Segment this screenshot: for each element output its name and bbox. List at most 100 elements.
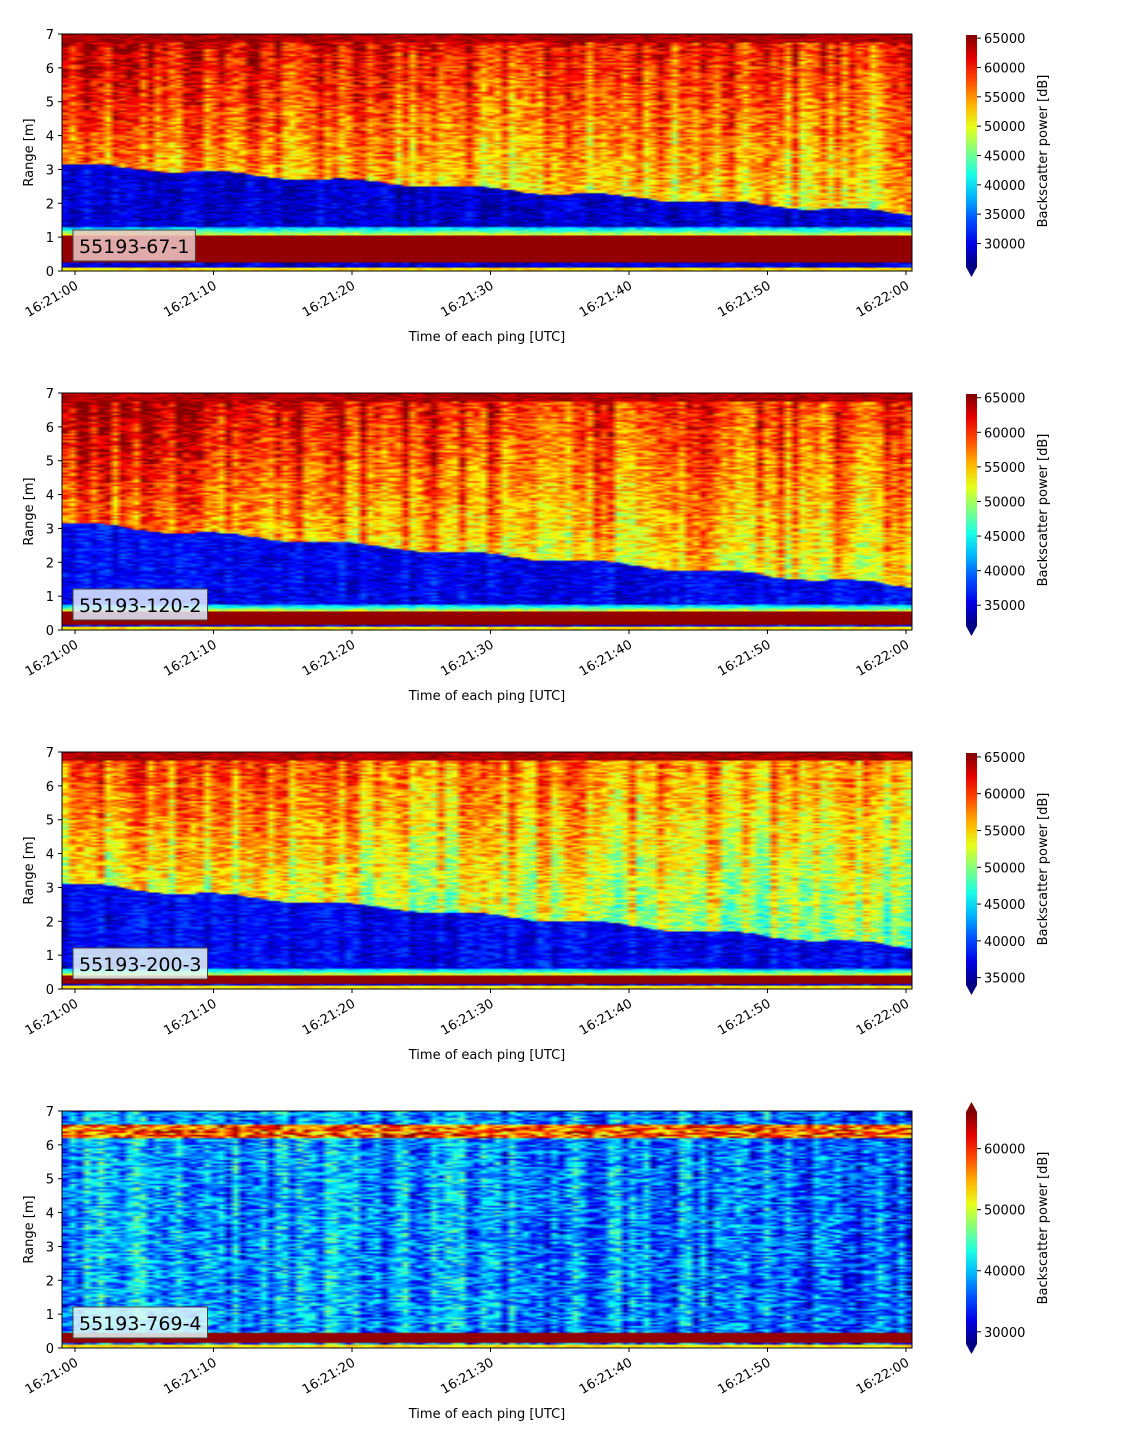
y-tick-label: 0 [46, 983, 54, 998]
x-tick-label: 16:21:50 [715, 996, 773, 1038]
colorbar-label: Backscatter power [dB] [1036, 793, 1051, 946]
y-tick-label: 5 [46, 455, 54, 470]
panel-label-text: 55193-769-4 [79, 1313, 202, 1335]
x-axis-label: Time of each ping [UTC] [408, 1407, 566, 1422]
colorbar-tick-label: 60000 [984, 788, 1025, 803]
echogram-panel-4: 0 1 2 3 4 5 6 7 Range [m] 16:21:00 16:21:10 16:21:2… [22, 1102, 1051, 1422]
x-tick-label: 16:21:10 [161, 1355, 219, 1397]
colorbar: 30000 35000 40000 45000 50000 55000 60000 65000… [966, 32, 1051, 277]
y-tick-label: 4 [46, 489, 54, 504]
x-tick-label: 16:21:50 [715, 1355, 773, 1397]
y-tick-label: 5 [46, 96, 54, 111]
panel-label-text: 55193-120-2 [79, 595, 202, 617]
x-tick-label: 16:21:30 [438, 1355, 496, 1397]
colorbar-tick-label: 55000 [984, 461, 1025, 476]
echogram-heatmap [62, 34, 912, 271]
y-tick-label: 0 [46, 624, 54, 639]
y-axis-label: Range [m] [22, 118, 37, 186]
colorbar-label: Backscatter power [dB] [1036, 434, 1051, 587]
y-tick-label: 1 [46, 1308, 54, 1323]
x-tick-label: 16:21:40 [577, 1355, 635, 1397]
x-tick-label: 16:22:00 [854, 278, 912, 320]
x-tick-label: 16:21:50 [715, 278, 773, 320]
colorbar-extend-min [966, 626, 977, 636]
x-tick-label: 16:21:10 [161, 637, 219, 679]
y-tick-label: 6 [46, 421, 54, 436]
echogram-panel-3: 0 1 2 3 4 5 6 7 Range [m] 16:21:00 16:21:10 16:21:2… [22, 746, 1051, 1063]
y-axis-label: Range [m] [22, 1195, 37, 1263]
y-tick-label: 5 [46, 814, 54, 829]
y-tick-label: 6 [46, 62, 54, 77]
x-axis-label: Time of each ping [UTC] [408, 330, 566, 345]
y-tick-label: 2 [46, 556, 54, 571]
colorbar-gradient [966, 753, 977, 985]
plot-frame [61, 1110, 913, 1349]
panel-label-box [72, 588, 209, 621]
colorbar-tick-label: 60000 [984, 61, 1025, 76]
panel-label: 55193-120-2 [72, 588, 209, 621]
x-tick-label: 16:21:20 [300, 996, 358, 1038]
colorbar-tick-label: 65000 [984, 392, 1025, 407]
x-tick-label: 16:21:10 [161, 996, 219, 1038]
colorbar-tick-label: 40000 [984, 1265, 1025, 1280]
y-tick-label: 6 [46, 1139, 54, 1154]
x-tick-label: 16:21:30 [438, 278, 496, 320]
colorbar-tick-label: 35000 [984, 208, 1025, 223]
colorbar-tick-label: 45000 [984, 898, 1025, 913]
colorbar-tick-label: 55000 [984, 825, 1025, 840]
x-tick-label: 16:21:00 [23, 278, 81, 320]
plot-frame [61, 33, 913, 272]
y-tick-label: 2 [46, 915, 54, 930]
colorbar-label: Backscatter power [dB] [1036, 75, 1051, 228]
y-tick-label: 3 [46, 163, 54, 178]
panel-label: 55193-769-4 [72, 1306, 209, 1339]
colorbar-tick-label: 50000 [984, 861, 1025, 876]
colorbar: 35000 40000 45000 50000 55000 60000 65000 Backs… [966, 392, 1051, 636]
colorbar-extend-min [966, 1344, 977, 1354]
x-tick-label: 16:21:20 [300, 1355, 358, 1397]
colorbar-tick-label: 45000 [984, 530, 1025, 545]
colorbar-gradient [966, 35, 977, 267]
x-tick-label: 16:21:30 [438, 996, 496, 1038]
x-tick-label: 16:21:40 [577, 996, 635, 1038]
colorbar-tick-label: 50000 [984, 495, 1025, 510]
y-tick-label: 7 [46, 1105, 54, 1120]
y-tick-label: 4 [46, 848, 54, 863]
colorbar-tick-label: 40000 [984, 565, 1025, 580]
x-tick-label: 16:21:50 [715, 637, 773, 679]
panel-label: 55193-67-1 [72, 229, 196, 262]
y-axis-label: Range [m] [22, 477, 37, 545]
colorbar-tick-label: 30000 [984, 238, 1025, 253]
colorbar-tick-label: 30000 [984, 1326, 1025, 1341]
colorbar-gradient [966, 1112, 977, 1344]
y-tick-label: 0 [46, 1342, 54, 1357]
colorbar-tick-label: 50000 [984, 1204, 1025, 1219]
x-tick-label: 16:21:00 [23, 996, 81, 1038]
y-tick-label: 1 [46, 590, 54, 605]
plot-frame [61, 751, 913, 990]
panel-label-text: 55193-200-3 [79, 954, 202, 976]
colorbar-tick-label: 65000 [984, 32, 1025, 47]
y-tick-label: 3 [46, 522, 54, 537]
plot-frame [61, 392, 913, 631]
y-tick-label: 7 [46, 28, 54, 43]
colorbar-tick-label: 60000 [984, 1143, 1025, 1158]
y-tick-label: 5 [46, 1173, 54, 1188]
colorbar-tick-label: 60000 [984, 426, 1025, 441]
panel-label-box [72, 229, 196, 262]
x-tick-label: 16:22:00 [854, 1355, 912, 1397]
x-tick-label: 16:21:10 [161, 278, 219, 320]
panel-label-text: 55193-67-1 [79, 236, 189, 258]
y-tick-label: 2 [46, 1274, 54, 1289]
colorbar-tick-label: 35000 [984, 972, 1025, 987]
colorbar-extend-min [966, 985, 977, 995]
colorbar: 30000 40000 50000 60000 Backscatter power [d… [966, 1102, 1051, 1354]
y-tick-label: 3 [46, 1240, 54, 1255]
y-axis-label: Range [m] [22, 836, 37, 904]
echogram-panel-1: 0 1 2 3 4 5 6 7 Range [m] 16:21:00 16:21:10 16:21:2… [22, 28, 1051, 345]
y-tick-label: 1 [46, 949, 54, 964]
x-axis-label: Time of each ping [UTC] [408, 689, 566, 704]
y-tick-label: 0 [46, 265, 54, 280]
colorbar-extend-min [966, 267, 977, 277]
